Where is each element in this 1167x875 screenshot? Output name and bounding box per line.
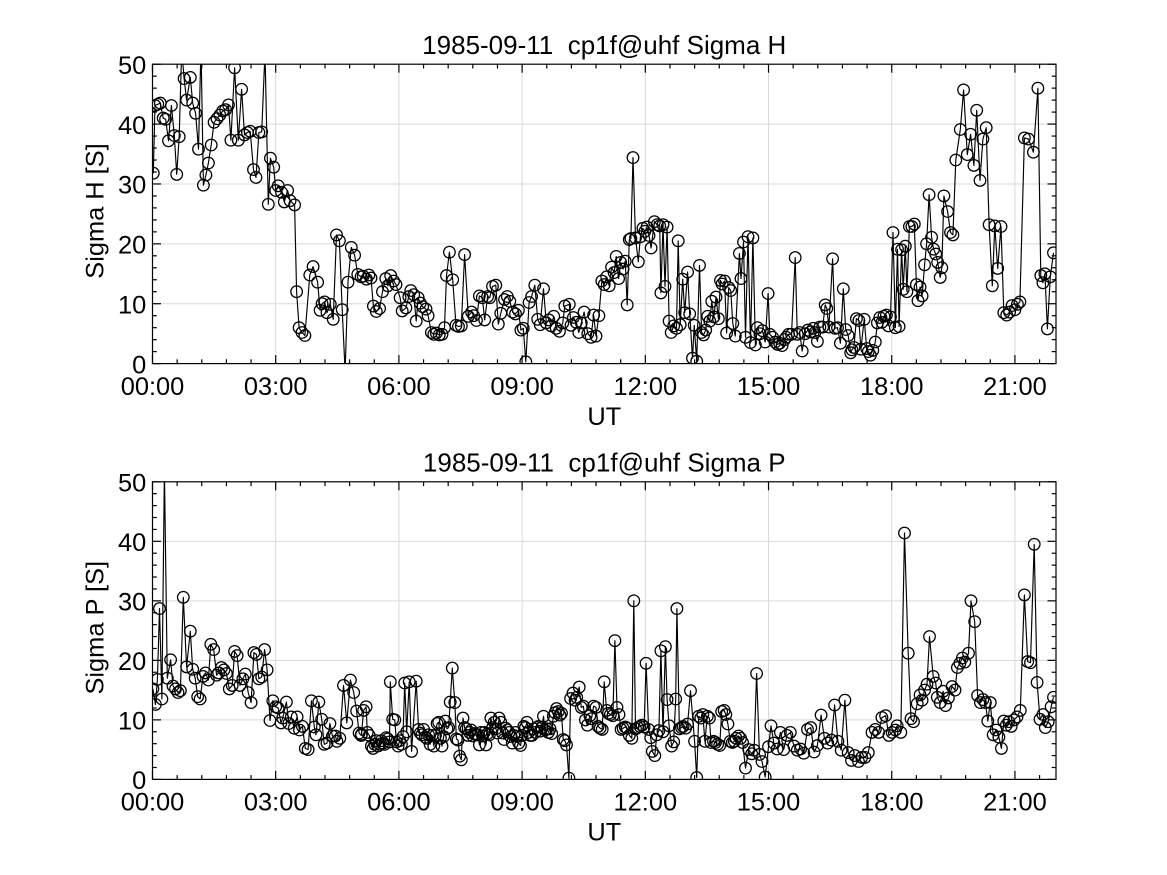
svg-text:12:00: 12:00 bbox=[614, 373, 678, 401]
svg-text:15:00: 15:00 bbox=[737, 373, 801, 401]
svg-text:18:00: 18:00 bbox=[860, 789, 924, 817]
svg-text:06:00: 06:00 bbox=[367, 373, 431, 401]
svg-text:09:00: 09:00 bbox=[490, 789, 554, 817]
svg-text:00:00: 00:00 bbox=[121, 789, 185, 817]
svg-text:10: 10 bbox=[118, 291, 146, 319]
svg-text:1985-09-11 cp1f@uhf Sigma P: 1985-09-11 cp1f@uhf Sigma P bbox=[423, 447, 786, 477]
svg-text:Sigma H [S]: Sigma H [S] bbox=[81, 143, 109, 278]
svg-text:UT: UT bbox=[587, 819, 621, 847]
svg-text:30: 30 bbox=[118, 172, 146, 200]
svg-text:30: 30 bbox=[118, 589, 146, 617]
svg-text:Sigma P [S]: Sigma P [S] bbox=[81, 561, 109, 695]
svg-text:21:00: 21:00 bbox=[983, 373, 1047, 401]
svg-text:15:00: 15:00 bbox=[737, 789, 801, 817]
svg-text:03:00: 03:00 bbox=[244, 789, 308, 817]
svg-text:12:00: 12:00 bbox=[614, 789, 678, 817]
svg-text:UT: UT bbox=[587, 403, 621, 431]
svg-text:10: 10 bbox=[118, 708, 146, 736]
svg-text:21:00: 21:00 bbox=[983, 789, 1047, 817]
svg-text:06:00: 06:00 bbox=[367, 789, 431, 817]
svg-text:40: 40 bbox=[118, 112, 146, 140]
svg-text:0: 0 bbox=[132, 767, 146, 795]
svg-text:40: 40 bbox=[118, 529, 146, 557]
svg-text:03:00: 03:00 bbox=[244, 373, 308, 401]
svg-text:20: 20 bbox=[118, 648, 146, 676]
svg-text:50: 50 bbox=[118, 52, 146, 80]
svg-text:09:00: 09:00 bbox=[490, 373, 554, 401]
svg-text:18:00: 18:00 bbox=[860, 373, 924, 401]
svg-text:20: 20 bbox=[118, 232, 146, 260]
svg-text:1985-09-11 cp1f@uhf Sigma H: 1985-09-11 cp1f@uhf Sigma H bbox=[422, 30, 786, 60]
svg-text:00:00: 00:00 bbox=[121, 373, 185, 401]
svg-text:50: 50 bbox=[118, 470, 146, 498]
svg-text:0: 0 bbox=[132, 351, 146, 379]
